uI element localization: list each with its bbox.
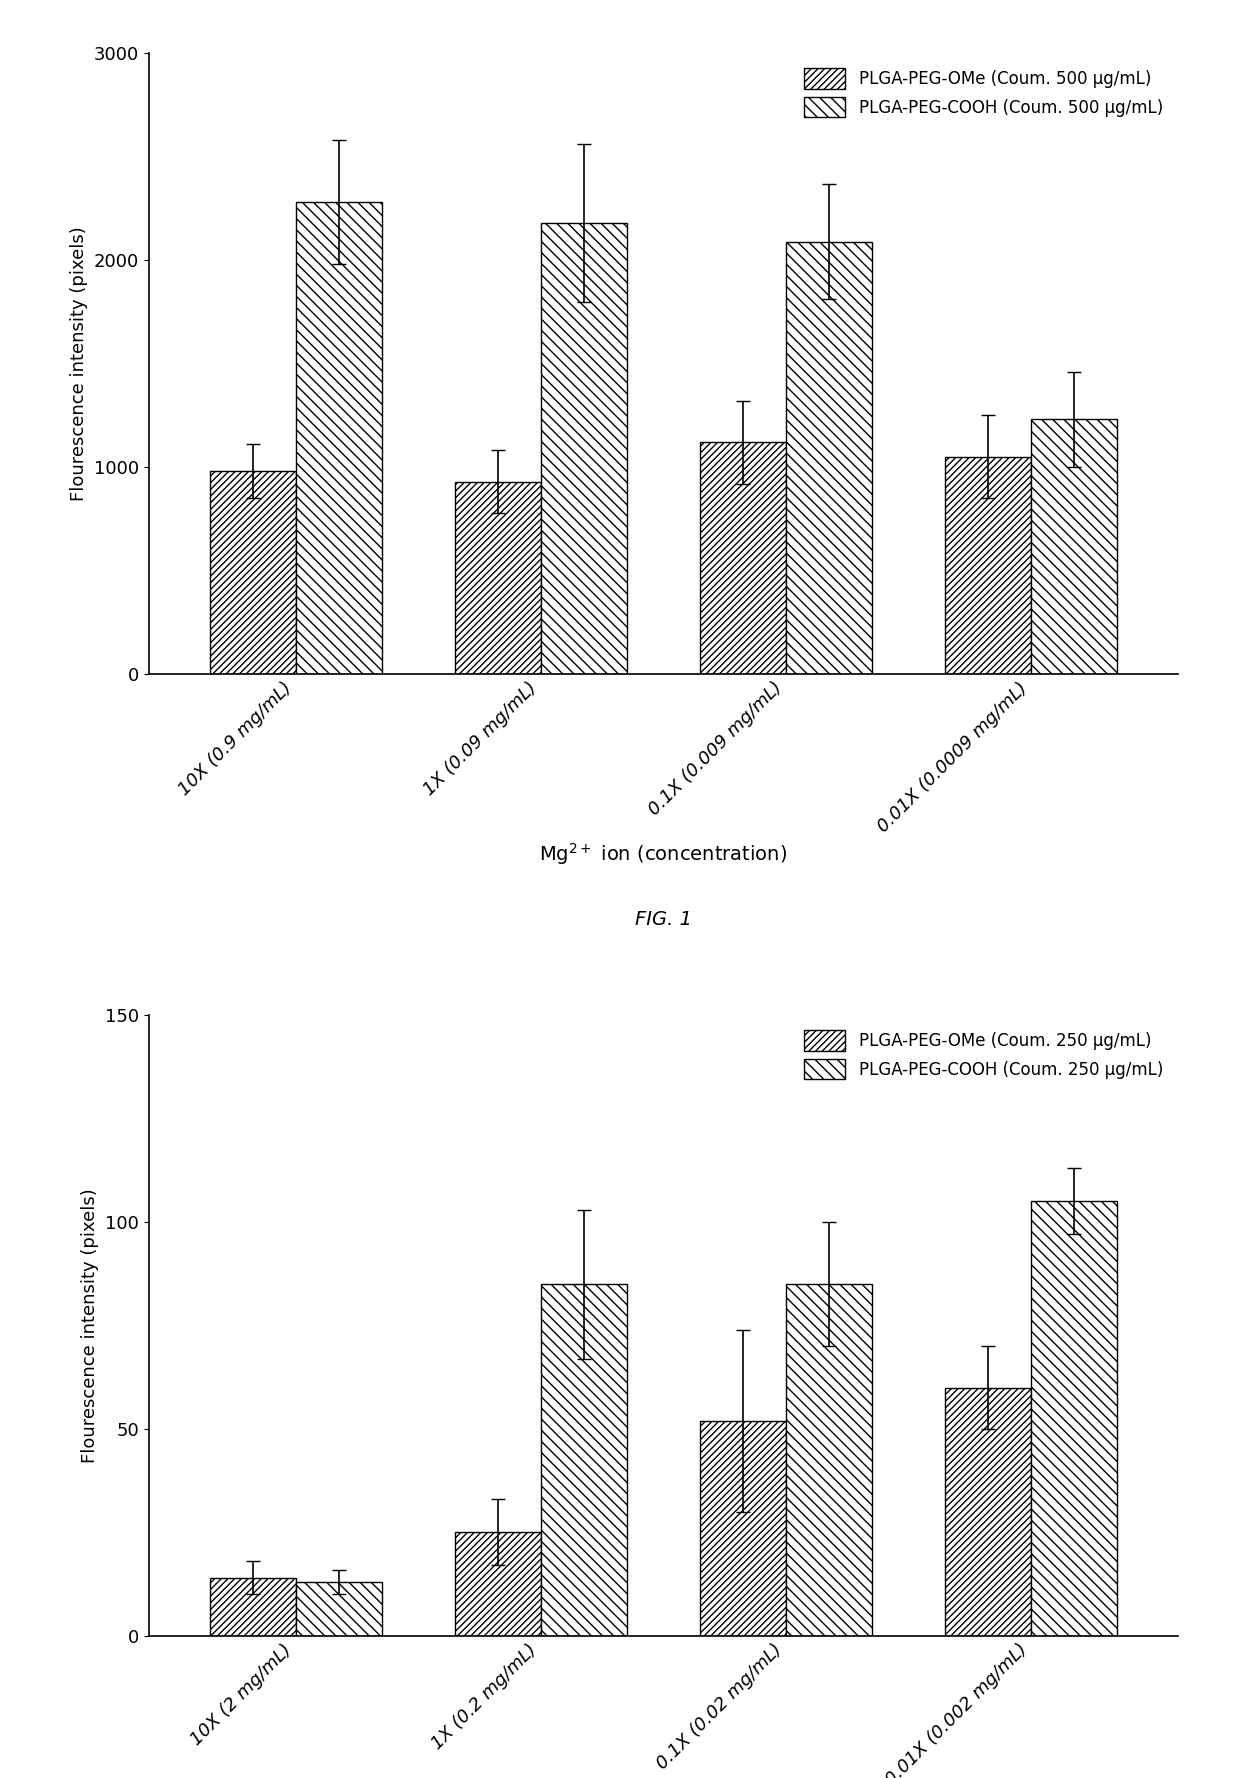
Bar <box>1030 420 1117 674</box>
Legend: PLGA-PEG-OMe (Coum. 250 μg/mL), PLGA-PEG-COOH (Coum. 250 μg/mL): PLGA-PEG-OMe (Coum. 250 μg/mL), PLGA-PEG… <box>797 1024 1169 1086</box>
Bar <box>945 1387 1030 1636</box>
Bar <box>210 471 296 674</box>
Bar <box>945 457 1030 674</box>
Bar <box>455 482 541 674</box>
Bar <box>210 1577 296 1636</box>
Y-axis label: Flourescence intensity (pixels): Flourescence intensity (pixels) <box>82 1188 99 1463</box>
Y-axis label: Flourescence intensity (pixels): Flourescence intensity (pixels) <box>71 226 88 501</box>
Text: FIG. 1: FIG. 1 <box>635 910 692 928</box>
Bar <box>541 222 626 674</box>
Bar <box>296 203 382 674</box>
Bar <box>786 242 872 674</box>
Legend: PLGA-PEG-OMe (Coum. 500 μg/mL), PLGA-PEG-COOH (Coum. 500 μg/mL): PLGA-PEG-OMe (Coum. 500 μg/mL), PLGA-PEG… <box>797 62 1169 124</box>
Bar <box>455 1533 541 1636</box>
Bar <box>701 443 786 674</box>
Bar <box>296 1582 382 1636</box>
Bar <box>1030 1202 1117 1636</box>
X-axis label: $\mathrm{Mg^{2+}}$ ion (concentration): $\mathrm{Mg^{2+}}$ ion (concentration) <box>539 841 787 868</box>
Bar <box>541 1284 626 1636</box>
Bar <box>786 1284 872 1636</box>
Bar <box>701 1421 786 1636</box>
